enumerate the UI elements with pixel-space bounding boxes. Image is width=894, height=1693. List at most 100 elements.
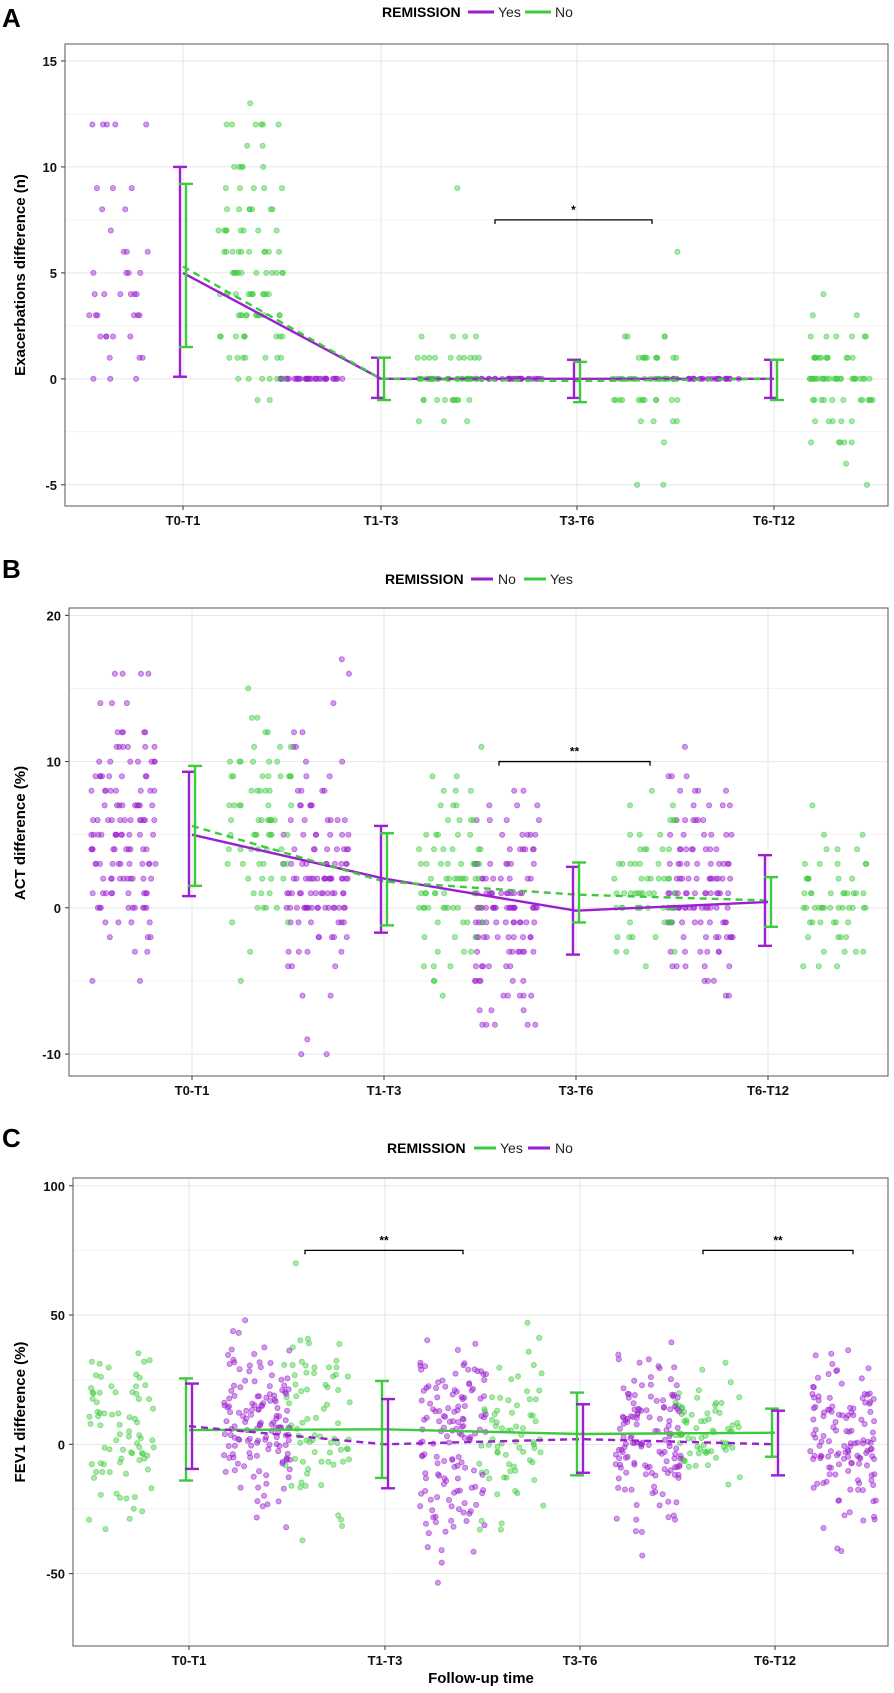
data-point-c-no [450,1418,457,1425]
data-point-c-no [815,1397,822,1404]
data-point-b-no [691,890,698,897]
data-point-b-yes [659,846,666,853]
data-point-c-yes [516,1444,523,1451]
data-point-b-yes [845,919,852,926]
data-point-b-no [94,904,101,911]
data-point-c-no [231,1392,238,1399]
data-point-b-no [298,787,305,794]
data-point-c-yes [708,1448,715,1455]
data-point-b-yes [454,904,461,911]
data-point-c-no [236,1366,243,1373]
data-point-b-no [723,787,730,794]
data-point-c-yes [712,1400,719,1407]
data-points-c [86,1260,879,1586]
data-point-a-no [810,396,817,403]
data-point-a-no [857,375,864,382]
data-point-c-no [257,1364,264,1371]
data-point-c-no [231,1442,238,1449]
x-tick-label-c-3: T6-T12 [754,1653,796,1668]
data-point-b-yes [638,875,645,882]
data-point-b-yes [225,846,232,853]
data-point-a-no [249,291,256,298]
data-point-b-no [106,934,113,941]
data-point-b-no [117,817,124,824]
data-point-a-yes [278,375,285,382]
data-point-b-yes [665,875,672,882]
data-point-c-yes [126,1428,133,1435]
data-point-c-yes [303,1437,310,1444]
data-point-c-no [866,1400,873,1407]
data-point-a-no [869,396,876,403]
data-point-a-no [864,481,871,488]
data-point-c-yes [289,1362,296,1369]
data-point-c-yes [537,1449,544,1456]
data-point-c-no [254,1439,261,1446]
data-point-a-no [812,418,819,425]
data-point-a-no [418,333,425,340]
data-point-b-yes [444,860,451,867]
data-point-b-no [491,1021,498,1028]
data-point-b-no [473,817,480,824]
data-point-c-no [865,1438,872,1445]
data-point-a-no [660,481,667,488]
data-point-b-no [724,904,731,911]
data-point-a-no [265,291,272,298]
data-point-b-yes [262,729,269,736]
data-point-c-no [471,1366,478,1373]
data-point-c-no [810,1456,817,1463]
data-point-c-yes [333,1357,340,1364]
data-point-b-yes [248,787,255,794]
data-point-c-yes [498,1425,505,1432]
data-point-a-no [269,269,276,276]
data-point-a-no [467,354,474,361]
data-point-c-yes [109,1411,116,1418]
data-point-c-yes [136,1457,143,1464]
data-point-b-no [697,948,704,955]
data-point-b-yes [470,860,477,867]
x-tick-label-b-1: T1-T3 [367,1083,402,1098]
data-point-c-no [645,1356,652,1363]
data-point-c-yes [506,1461,513,1468]
data-point-a-yes [106,354,113,361]
data-point-b-yes [809,919,816,926]
data-point-c-no [675,1471,682,1478]
data-point-b-no [108,890,115,897]
data-point-b-no [324,817,331,824]
data-point-c-no [633,1502,640,1509]
data-point-b-no [498,890,505,897]
data-point-c-no [830,1424,837,1431]
data-point-b-no [488,1007,495,1014]
data-point-b-no [119,670,126,677]
data-point-c-yes [112,1389,119,1396]
data-point-a-no [635,354,642,361]
data-point-c-no [434,1579,441,1586]
data-point-c-yes [116,1421,123,1428]
data-point-a-no [808,439,815,446]
data-point-c-no [231,1359,238,1366]
x-tick-label-a-3: T6-T12 [753,513,795,528]
data-point-a-no [441,396,448,403]
data-point-b-yes [258,817,265,824]
data-point-b-yes [803,904,810,911]
data-point-b-no [692,787,699,794]
data-point-b-no [530,904,537,911]
data-point-a-no [834,375,841,382]
data-point-b-no [116,743,123,750]
data-point-c-yes [298,1358,305,1365]
data-point-b-no [483,934,490,941]
data-point-a-no [240,227,247,234]
data-point-a-no [261,248,268,255]
data-point-c-yes [96,1360,103,1367]
data-point-b-yes [226,758,233,765]
data-point-b-no [145,670,152,677]
data-point-b-yes [841,948,848,955]
data-point-b-no [701,831,708,838]
data-point-c-no [675,1474,682,1481]
data-point-c-no [445,1497,452,1504]
data-point-a-no [860,375,867,382]
data-point-b-no [472,963,479,970]
data-point-c-yes [688,1411,695,1418]
data-point-c-no [858,1416,865,1423]
data-point-b-no [694,860,701,867]
data-point-b-no [110,846,117,853]
